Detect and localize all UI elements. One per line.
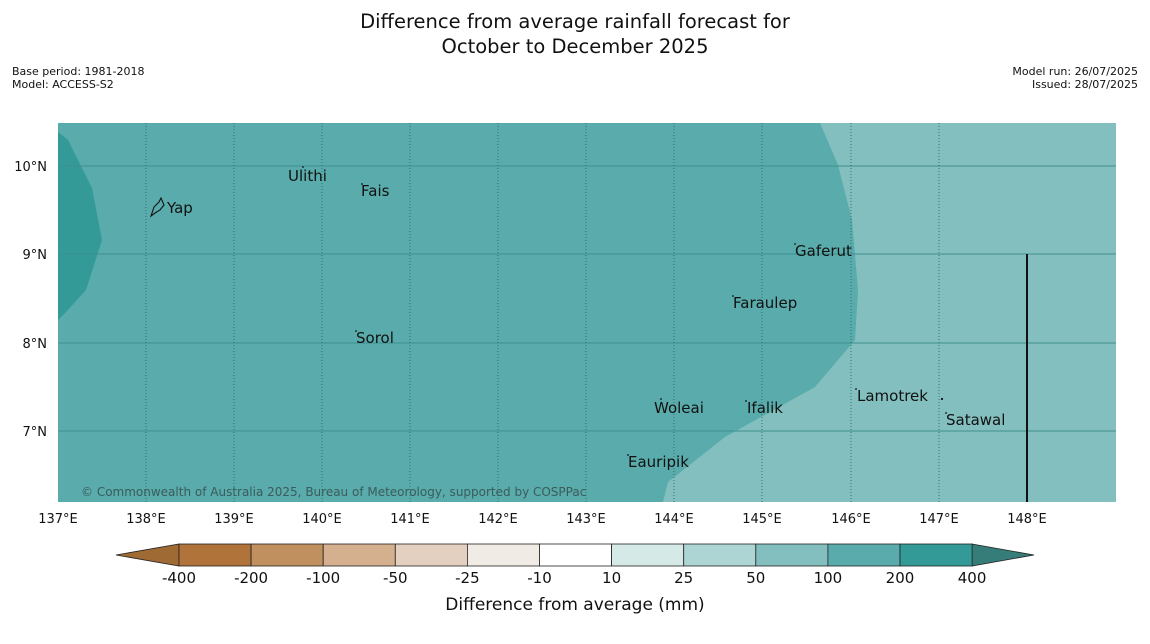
fais-marker — [361, 183, 363, 185]
label-ifalik: Ifalik — [747, 399, 783, 417]
region-50-100mm — [663, 123, 1116, 502]
label-woleai: Woleai — [654, 399, 704, 417]
lon-tick-label: 144°E — [654, 512, 694, 527]
lat-tick-label: 8°N — [23, 337, 48, 352]
lon-tick-label: 137°E — [38, 512, 78, 527]
colorbar-swatch — [611, 543, 685, 567]
colorbar-swatch — [683, 543, 757, 567]
colorbar-swatch — [394, 543, 468, 567]
colorbar: -400 -200 -100 -50 -25 -10 10 25 50 100 200 400 Dif… — [115, 543, 1035, 615]
colorbar-swatch — [466, 543, 540, 567]
gaferut-marker — [794, 243, 796, 245]
ulithi-marker — [302, 166, 304, 168]
colorbar-swatch — [827, 543, 901, 567]
label-gaferut: Gaferut — [795, 242, 852, 260]
lon-tick-label: 148°E — [1007, 512, 1047, 527]
colorbar-tick-label: -50 — [383, 569, 408, 587]
lon-tick-label: 139°E — [214, 512, 254, 527]
colorbar-tick-label: -200 — [234, 569, 268, 587]
colorbar-swatch — [899, 543, 973, 567]
lon-tick-label: 142°E — [478, 512, 518, 527]
lat-tick-label: 7°N — [23, 425, 48, 440]
issued-date: Issued: 28/07/2025 — [1031, 78, 1138, 91]
colorbar-ticks: -400 -200 -100 -50 -25 -10 10 25 50 100 200 400 — [162, 569, 986, 587]
island-markers — [302, 166, 947, 456]
colorbar-tick-label: 25 — [674, 569, 693, 587]
model-name: Model: ACCESS-S2 — [12, 78, 114, 91]
colorbar-swatch — [755, 543, 829, 567]
label-fais: Fais — [361, 182, 390, 200]
map-panel: Yap Ulithi Fais Gaferut Faraulep Sorol W… — [58, 123, 1116, 502]
title-line-1: Difference from average rainfall forecas… — [360, 10, 790, 33]
colorbar-tick-label: 50 — [746, 569, 765, 587]
colorbar-under-arrow — [115, 543, 180, 567]
lon-tick-label: 140°E — [302, 512, 342, 527]
lon-tick-label: 143°E — [566, 512, 606, 527]
label-faraulep: Faraulep — [733, 294, 797, 312]
eauripik-marker — [627, 454, 629, 456]
yap-island-outline — [149, 196, 165, 218]
satawal-marker — [945, 412, 947, 414]
base-period: Base period: 1981-2018 — [12, 65, 145, 78]
colorbar-tick-label: 10 — [602, 569, 621, 587]
lon-tick-label: 141°E — [390, 512, 430, 527]
colorbar-tick-label: 400 — [958, 569, 987, 587]
lon-tick-label: 147°E — [919, 512, 959, 527]
faraulep-marker — [732, 295, 734, 297]
colorbar-swatch — [322, 543, 396, 567]
lon-tick-label: 138°E — [126, 512, 166, 527]
label-satawal: Satawal — [946, 411, 1005, 429]
islet-marker — [940, 397, 944, 401]
label-eauripik: Eauripik — [628, 453, 689, 471]
lon-axis: 137°E 138°E 139°E 140°E 141°E 142°E 143°… — [38, 512, 1047, 527]
label-sorol: Sorol — [356, 329, 394, 347]
colorbar-title: Difference from average (mm) — [445, 595, 704, 615]
map-title: Difference from average rainfall forecas… — [0, 9, 1150, 59]
lat-tick-label: 10°N — [14, 160, 47, 175]
lon-gridlines — [145, 123, 940, 502]
lat-tick-label: 9°N — [23, 248, 48, 263]
colorbar-over-arrow — [971, 543, 1035, 567]
lon-tick-label: 146°E — [831, 512, 871, 527]
copyright-notice: © Commonwealth of Australia 2025, Bureau… — [81, 485, 586, 499]
colorbar-tick-label: -400 — [162, 569, 196, 587]
woleai-marker — [660, 398, 662, 400]
colorbar-tick-label: -10 — [527, 569, 552, 587]
model-run: Model run: 26/07/2025 — [1012, 65, 1138, 78]
title-line-2: October to December 2025 — [441, 35, 709, 58]
colorbar-swatch — [250, 543, 324, 567]
lon-tick-label: 145°E — [742, 512, 782, 527]
colorbar-boxes — [178, 543, 973, 567]
colorbar-tick-label: 200 — [886, 569, 915, 587]
meta-right: Model run: 26/07/2025 Issued: 28/07/2025 — [1012, 65, 1138, 91]
label-ulithi: Ulithi — [288, 167, 327, 185]
meta-left: Base period: 1981-2018 Model: ACCESS-S2 — [12, 65, 144, 91]
colorbar-tick-label: -25 — [455, 569, 480, 587]
colorbar-tick-label: 100 — [814, 569, 843, 587]
colorbar-tick-label: -100 — [306, 569, 340, 587]
colorbar-swatch — [178, 543, 252, 567]
lamotrek-marker — [855, 388, 857, 390]
colorbar-swatch — [539, 543, 612, 567]
lat-axis: 10°N 9°N 8°N 7°N — [14, 160, 47, 440]
ifalik-marker — [745, 400, 747, 402]
label-lamotrek: Lamotrek — [857, 387, 928, 405]
label-yap: Yap — [166, 199, 193, 217]
region-over-200mm — [58, 132, 102, 320]
sorol-marker — [355, 330, 357, 332]
